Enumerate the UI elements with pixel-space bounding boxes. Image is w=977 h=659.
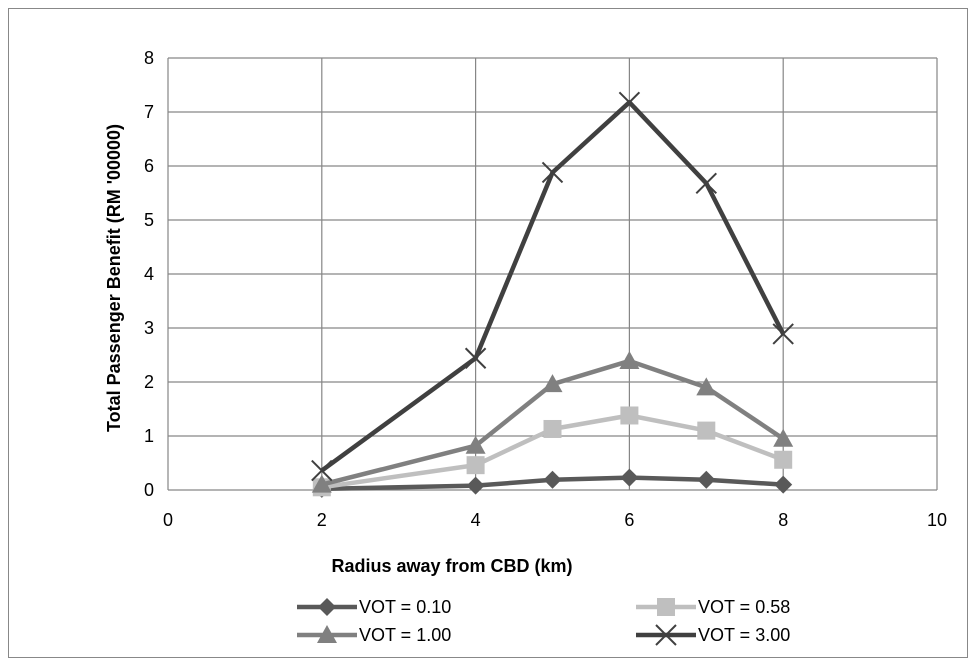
series-vot-3-00 <box>311 91 794 482</box>
data-point-square <box>774 450 793 469</box>
legend-marker-x <box>655 624 677 646</box>
legend-marker-square <box>657 598 675 616</box>
y-tick-label: 6 <box>144 156 154 176</box>
data-point-x <box>772 323 794 345</box>
y-tick-label: 2 <box>144 372 154 392</box>
y-tick-label: 3 <box>144 318 154 338</box>
y-axis-title: Total Passenger Benefit (RM '00000) <box>104 124 124 432</box>
series-line <box>321 475 784 492</box>
x-tick-label: 8 <box>778 510 788 530</box>
series-line <box>320 100 786 473</box>
data-point-diamond <box>466 476 485 495</box>
y-tick-label: 8 <box>144 48 154 68</box>
legend-label: VOT = 0.10 <box>359 597 451 617</box>
data-point-x <box>464 347 487 369</box>
legend-item: VOT = 0.58 <box>636 597 790 617</box>
series-vot-0-10 <box>312 468 793 498</box>
x-tick-label: 10 <box>927 510 947 530</box>
data-point-square <box>697 421 716 440</box>
data-point-triangle <box>465 435 486 454</box>
x-tick-label: 0 <box>163 510 173 530</box>
legend: VOT = 0.10 VOT = 0.58 VOT = 1.00 VOT = 3.00 <box>297 597 790 646</box>
data-point-triangle <box>311 474 332 493</box>
y-tick-label: 0 <box>144 480 154 500</box>
series-vot-1-00 <box>311 350 794 493</box>
series-layer <box>311 91 794 498</box>
y-tick-label: 7 <box>144 102 154 122</box>
x-axis-title: Radius away from CBD (km) <box>331 556 572 576</box>
legend-label: VOT = 0.58 <box>698 597 790 617</box>
series-line <box>321 413 784 490</box>
x-tick-label: 6 <box>624 510 634 530</box>
data-point-square <box>620 406 639 425</box>
data-point-triangle <box>619 350 640 369</box>
legend-item: VOT = 0.10 <box>297 597 451 617</box>
x-tick-label: 4 <box>471 510 481 530</box>
legend-item: VOT = 1.00 <box>297 625 451 645</box>
data-point-diamond <box>543 470 562 489</box>
data-point-triangle <box>696 377 717 396</box>
data-point-square <box>543 419 562 438</box>
legend-label: VOT = 3.00 <box>698 625 790 645</box>
y-tick-label: 4 <box>144 264 154 284</box>
data-point-diamond <box>774 475 793 494</box>
data-point-diamond <box>697 470 716 489</box>
tick-labels: 0 1 2 3 4 5 6 7 8 0 2 4 6 8 10 <box>144 48 947 530</box>
y-tick-label: 1 <box>144 426 154 446</box>
legend-marker-triangle <box>317 625 337 643</box>
data-point-triangle <box>773 428 794 447</box>
data-point-x <box>541 161 564 184</box>
series-line <box>321 358 785 487</box>
data-point-triangle <box>542 374 563 393</box>
data-point-square <box>466 456 485 475</box>
x-tick-label: 2 <box>317 510 327 530</box>
legend-marker-diamond <box>318 598 336 616</box>
data-point-diamond <box>620 468 639 487</box>
data-point-x <box>618 91 641 113</box>
grid-lines <box>167 57 938 491</box>
y-tick-label: 5 <box>144 210 154 230</box>
legend-label: VOT = 1.00 <box>359 625 451 645</box>
legend-item: VOT = 3.00 <box>636 624 790 646</box>
data-point-x <box>311 459 333 482</box>
data-point-x <box>695 172 718 194</box>
